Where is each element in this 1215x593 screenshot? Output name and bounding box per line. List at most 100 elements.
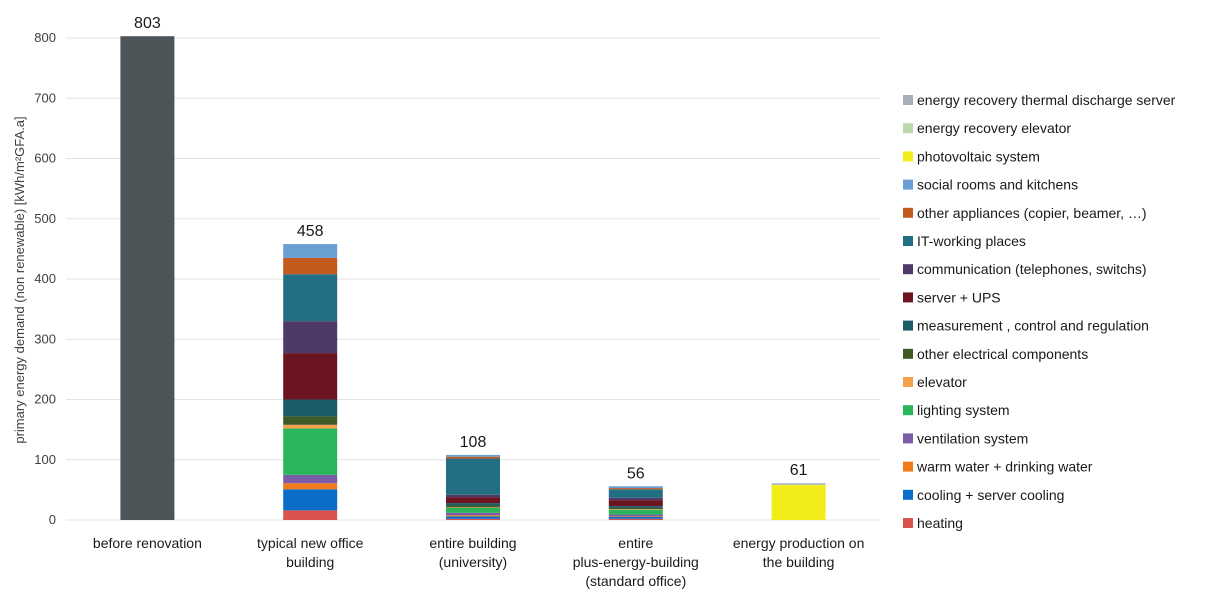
- legend-label: lighting system: [917, 402, 1010, 418]
- y-tick-label: 400: [34, 271, 56, 286]
- bar-segment: [283, 353, 338, 400]
- legend-label: ventilation system: [917, 430, 1028, 446]
- bar-segment: [446, 518, 500, 520]
- legend: energy recovery thermal discharge server…: [903, 92, 1176, 531]
- legend-label: social rooms and kitchens: [917, 177, 1078, 193]
- bar-segment: [446, 507, 500, 513]
- x-category-label: building: [286, 554, 334, 570]
- total-label: 61: [790, 462, 808, 479]
- y-axis-title: primary energy demand (non renewable) [k…: [12, 116, 27, 443]
- y-tick-label: 200: [34, 392, 56, 407]
- x-category-label: the building: [763, 554, 835, 570]
- total-label: 56: [627, 465, 645, 482]
- bar-segment: [283, 274, 338, 322]
- bar-segment: [283, 489, 338, 511]
- legend-swatch: [903, 151, 913, 162]
- legend-swatch: [903, 405, 913, 416]
- x-category-label: (university): [439, 554, 507, 570]
- bar-segment: [608, 509, 663, 510]
- legend-swatch: [903, 236, 913, 246]
- bar-segment: [446, 507, 500, 508]
- x-category-label: entire: [618, 535, 653, 551]
- bar-segment: [283, 424, 338, 429]
- legend-label: other electrical components: [917, 346, 1088, 362]
- legend-label: cooling + server cooling: [917, 487, 1064, 503]
- bar-segment: [608, 516, 663, 517]
- bar-segment: [608, 497, 663, 501]
- bar-segment: [446, 503, 500, 506]
- legend-label: other appliances (copier, beamer, …): [917, 205, 1147, 221]
- legend-swatch: [903, 207, 913, 218]
- x-category-label: energy production on: [733, 535, 865, 551]
- legend-label: energy recovery elevator: [917, 120, 1071, 136]
- bar-segment: [446, 497, 500, 504]
- gridlines: [66, 37, 880, 521]
- bar-segment: [283, 483, 338, 490]
- legend-label: server + UPS: [917, 289, 1001, 305]
- legend-swatch: [903, 518, 913, 528]
- bars: [120, 36, 826, 520]
- bar-segment: [446, 516, 500, 519]
- y-tick-label: 500: [34, 211, 56, 226]
- legend-swatch: [903, 348, 913, 359]
- bar-segment: [608, 514, 663, 517]
- bar-segment: [608, 486, 663, 489]
- legend-label: communication (telephones, switchs): [917, 261, 1147, 277]
- legend-label: IT-working places: [917, 233, 1026, 249]
- bar-segment: [446, 505, 500, 508]
- legend-swatch: [903, 461, 913, 472]
- x-category-label: typical new office: [257, 535, 364, 551]
- bar-segment: [446, 512, 500, 516]
- y-tick-label: 100: [34, 452, 56, 467]
- bar-segment: [446, 456, 500, 459]
- legend-label: warm water + drinking water: [916, 459, 1093, 475]
- bar-segment: [446, 458, 500, 495]
- legend-label: measurement , control and regulation: [917, 318, 1149, 334]
- legend-swatch: [903, 320, 913, 331]
- bar-segment: [608, 489, 663, 498]
- legend-swatch: [903, 264, 913, 275]
- bar-segment: [771, 485, 826, 520]
- x-category-label: plus-energy-building: [573, 554, 699, 570]
- y-tick-label: 700: [34, 90, 56, 105]
- bar-segment: [283, 428, 338, 475]
- x-category-label: entire building: [429, 535, 516, 551]
- bar-segment: [446, 454, 500, 457]
- bar-before-renovation: [120, 36, 175, 520]
- bar-segment: [608, 518, 663, 520]
- bar-segment: [283, 257, 338, 275]
- y-axis: 0 100 200 300 400 500 600 700 800: [34, 30, 56, 527]
- bar-segment: [771, 484, 826, 486]
- bar-segment: [283, 416, 338, 425]
- legend-swatch: [903, 489, 913, 500]
- legend-swatch: [903, 433, 913, 444]
- x-category-label: before renovation: [93, 535, 202, 551]
- legend-swatch: [903, 179, 913, 190]
- x-axis: before renovation typical new office build…: [93, 535, 864, 589]
- bar-segment: [608, 506, 663, 508]
- bar-segment: [283, 474, 338, 484]
- total-label: 458: [297, 223, 324, 240]
- bar-segment: [283, 321, 338, 354]
- legend-label: photovoltaic system: [917, 148, 1040, 164]
- bar-segment: [608, 500, 663, 507]
- bar-segment: [283, 244, 338, 258]
- bar-segment: [608, 488, 663, 490]
- y-tick-label: 600: [34, 151, 56, 166]
- bar-segment: [446, 494, 500, 498]
- bar-segment: [283, 399, 338, 417]
- legend-label: elevator: [917, 374, 967, 390]
- total-labels: 803 458 108 56 61: [134, 15, 808, 482]
- total-label: 803: [134, 15, 161, 32]
- bar-segment: [771, 483, 826, 485]
- legend-label: heating: [917, 515, 963, 531]
- bar-segment: [283, 510, 338, 520]
- bar-segment: [608, 507, 663, 510]
- total-label: 108: [460, 434, 487, 451]
- legend-swatch: [903, 377, 913, 387]
- legend-label: energy recovery thermal discharge server: [917, 92, 1176, 108]
- x-category-label: (standard office): [585, 573, 686, 589]
- legend-swatch: [903, 123, 913, 134]
- legend-swatch: [903, 292, 913, 303]
